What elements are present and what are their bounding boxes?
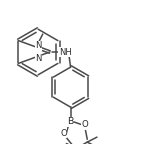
- Text: B: B: [67, 117, 74, 126]
- Text: N: N: [35, 54, 41, 63]
- Text: NH: NH: [59, 47, 71, 57]
- Text: O: O: [60, 129, 67, 138]
- Text: N: N: [35, 41, 41, 50]
- Text: O: O: [82, 120, 88, 129]
